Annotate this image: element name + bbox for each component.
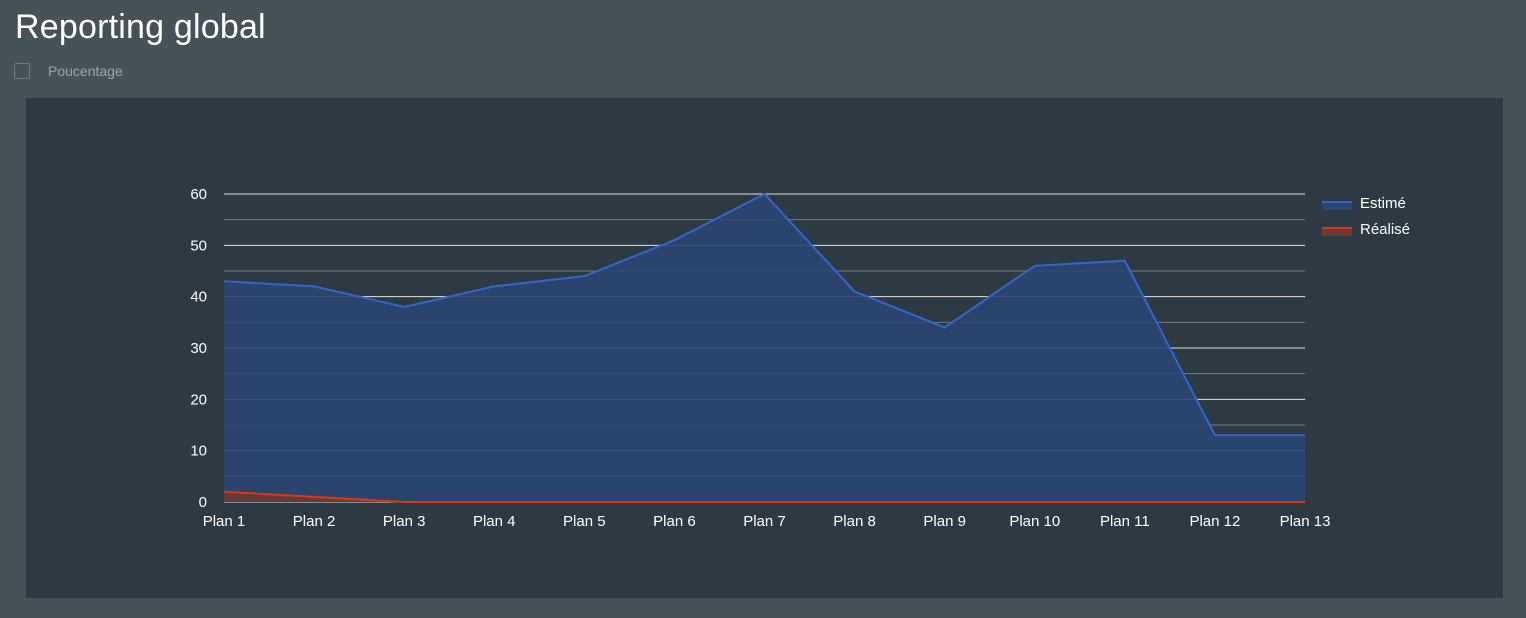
x-tick-label: Plan 4 <box>473 513 516 530</box>
page-title: Reporting global <box>15 8 266 46</box>
y-tick-label: 10 <box>190 443 207 460</box>
legend-label: Réalisé <box>1360 221 1410 238</box>
y-tick-label: 50 <box>190 237 207 254</box>
legend[interactable]: Estimé Réalisé <box>1322 195 1410 238</box>
realise-point <box>672 500 676 504</box>
y-tick-label: 20 <box>190 391 207 408</box>
estime-point <box>1303 433 1307 437</box>
legend-item-realise[interactable]: Réalisé <box>1322 221 1410 238</box>
estime-point <box>222 279 226 283</box>
y-tick-label: 40 <box>190 289 207 306</box>
realise-point <box>492 500 496 504</box>
x-tick-label: Plan 12 <box>1189 513 1240 530</box>
estime-point <box>853 290 857 294</box>
estime-point <box>402 305 406 309</box>
legend-swatch-fill <box>1322 202 1352 210</box>
realise-point <box>1303 500 1307 504</box>
x-tick-label: Plan 10 <box>1009 513 1060 530</box>
percentage-label[interactable]: Poucentage <box>48 63 123 79</box>
x-tick-label: Plan 6 <box>653 513 696 530</box>
x-tick-label: Plan 11 <box>1100 513 1150 530</box>
realise-point <box>582 500 586 504</box>
line-layer <box>222 192 1307 504</box>
percentage-toggle[interactable]: Poucentage <box>14 61 123 81</box>
chart-panel: 0 10 20 30 40 50 60 Plan 1 Plan 2 Plan 3 Plan 4 Pl… <box>26 98 1503 598</box>
realise-point <box>853 500 857 504</box>
realise-point <box>1123 500 1127 504</box>
estime-point <box>1213 433 1217 437</box>
estime-point <box>1033 264 1037 268</box>
realise-line <box>223 490 1305 503</box>
x-tick-label: Plan 8 <box>833 513 876 530</box>
y-tick-label: 30 <box>190 340 207 357</box>
estime-area <box>224 194 1305 502</box>
realise-point <box>1213 500 1217 504</box>
estime-point <box>312 284 316 288</box>
realise-point <box>402 500 406 504</box>
x-axis-ticks: Plan 1 Plan 2 Plan 3 Plan 4 Plan 5 Plan 6 Plan… <box>203 513 1331 530</box>
legend-item-estime[interactable]: Estimé <box>1322 195 1406 212</box>
x-tick-label: Plan 5 <box>563 513 606 530</box>
x-tick-label: Plan 13 <box>1280 513 1331 530</box>
percentage-checkbox[interactable] <box>14 63 30 79</box>
x-tick-label: Plan 7 <box>743 513 786 530</box>
realise-point <box>763 500 767 504</box>
realise-point <box>1033 500 1037 504</box>
realise-area <box>224 491 1305 502</box>
x-tick-label: Plan 2 <box>293 513 336 530</box>
realise-point <box>943 500 947 504</box>
legend-swatch-fill <box>1322 228 1352 236</box>
x-tick-label: Plan 1 <box>203 513 246 530</box>
y-axis-ticks: 0 10 20 30 40 50 60 <box>190 186 207 511</box>
area-layer <box>224 194 1305 502</box>
y-tick-label: 60 <box>190 186 207 203</box>
legend-label: Estimé <box>1360 195 1406 212</box>
realise-point <box>312 495 316 499</box>
estime-point <box>582 274 586 278</box>
estime-line <box>223 192 1305 437</box>
estime-point <box>763 192 767 196</box>
realise-point <box>222 490 226 494</box>
estime-point <box>1123 259 1127 263</box>
estime-point <box>943 325 947 329</box>
estime-point <box>672 238 676 242</box>
y-tick-label: 0 <box>199 494 207 511</box>
estime-point <box>492 284 496 288</box>
x-tick-label: Plan 9 <box>923 513 966 530</box>
x-tick-label: Plan 3 <box>383 513 426 530</box>
